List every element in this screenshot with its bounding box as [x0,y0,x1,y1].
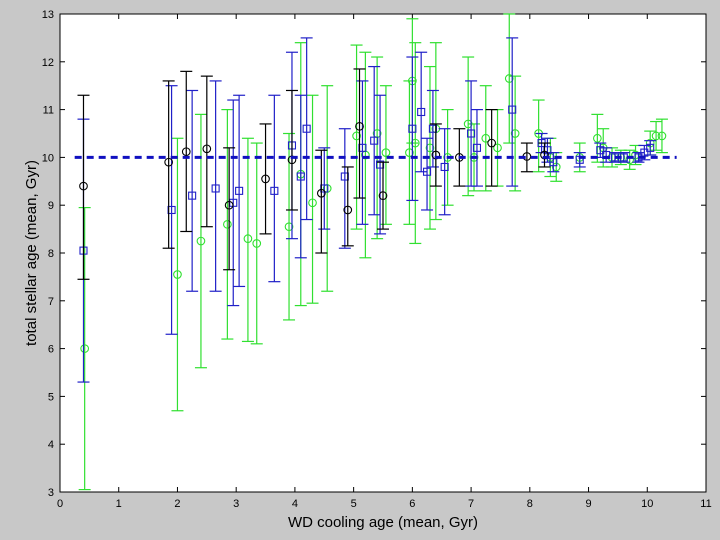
x-tick-label: 10 [641,498,653,510]
data-point [308,198,317,208]
data-marks [77,13,668,491]
x-tick-label: 8 [527,498,533,510]
data-point [202,144,212,154]
data-point [316,188,326,198]
data-point [302,124,311,133]
data-point [469,153,479,162]
data-point [487,138,496,148]
data-point [261,174,270,184]
data-point [493,143,502,153]
data-point [188,191,197,200]
data-point [378,191,388,200]
data-point [425,143,435,153]
x-tick-label: 11 [700,498,711,510]
data-point [79,181,88,191]
data-point [381,148,391,157]
y-tick-label: 7 [48,296,54,308]
data-point [284,222,294,232]
x-tick-label: 2 [174,498,180,510]
data-point [422,167,432,176]
x-axis-label: WD cooling age (mean, Gyr) [288,514,478,531]
data-point [631,150,640,160]
data-point [551,162,561,172]
data-point [80,344,90,353]
data-point [549,158,558,167]
data-point [343,205,353,215]
x-tick-label: 0 [57,498,63,510]
x-tick-label: 9 [585,498,591,510]
data-point [252,239,262,248]
data-point [164,157,173,167]
data-point [472,143,482,152]
data-point [270,186,279,195]
y-tick-label: 5 [48,391,54,403]
y-tick-label: 6 [48,344,54,356]
x-tick-label: 1 [116,498,122,510]
data-point [510,129,520,138]
data-point [370,136,379,145]
y-tick-label: 9 [48,200,54,212]
data-point [196,236,206,246]
data-point [224,200,234,210]
x-tick-label: 4 [292,498,298,510]
data-point [481,133,491,143]
x-tick-label: 7 [468,498,474,510]
data-point [440,162,449,172]
data-point [467,129,476,138]
y-tick-label: 3 [48,487,54,499]
y-tick-label: 10 [42,152,54,164]
y-tick-label: 13 [42,9,54,21]
x-tick-label: 3 [233,498,239,510]
data-point [355,121,364,131]
data-point [173,270,182,279]
data-point [410,138,420,148]
data-point [408,124,417,133]
data-point [657,131,667,141]
y-tick-label: 11 [43,105,54,117]
data-point [235,186,244,195]
data-point [417,107,426,117]
data-point [223,219,232,229]
data-point [181,147,191,157]
y-axis-label: total stellar age (mean, Gyr) [23,160,40,346]
data-point [243,234,253,244]
data-point [504,74,514,83]
y-tick-label: 4 [48,439,54,451]
data-point [651,131,661,141]
y-tick-label: 12 [42,57,54,69]
data-point [296,172,305,181]
x-tick-label: 6 [409,498,415,510]
x-tick-label: 5 [351,498,357,510]
y-tick-label: 8 [48,248,54,260]
data-point [352,131,361,141]
data-point [646,143,655,152]
data-point [593,133,602,143]
data-point [405,148,414,157]
plot-area [59,13,707,493]
data-point [508,105,517,114]
data-point [596,146,605,155]
data-point [211,184,220,193]
